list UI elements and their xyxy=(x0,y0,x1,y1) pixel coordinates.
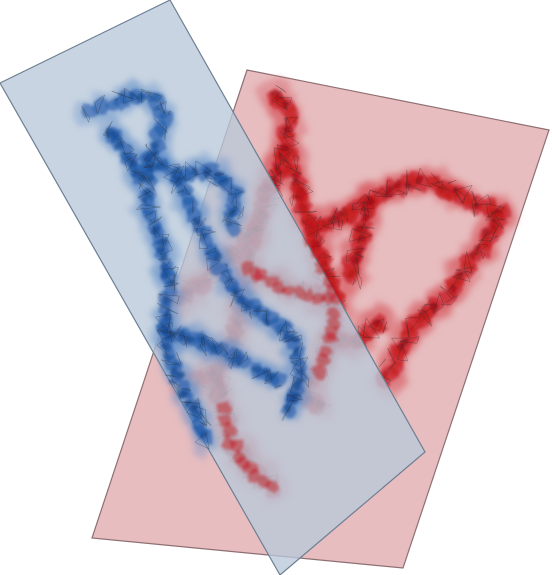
volume-render-scene xyxy=(0,0,552,575)
